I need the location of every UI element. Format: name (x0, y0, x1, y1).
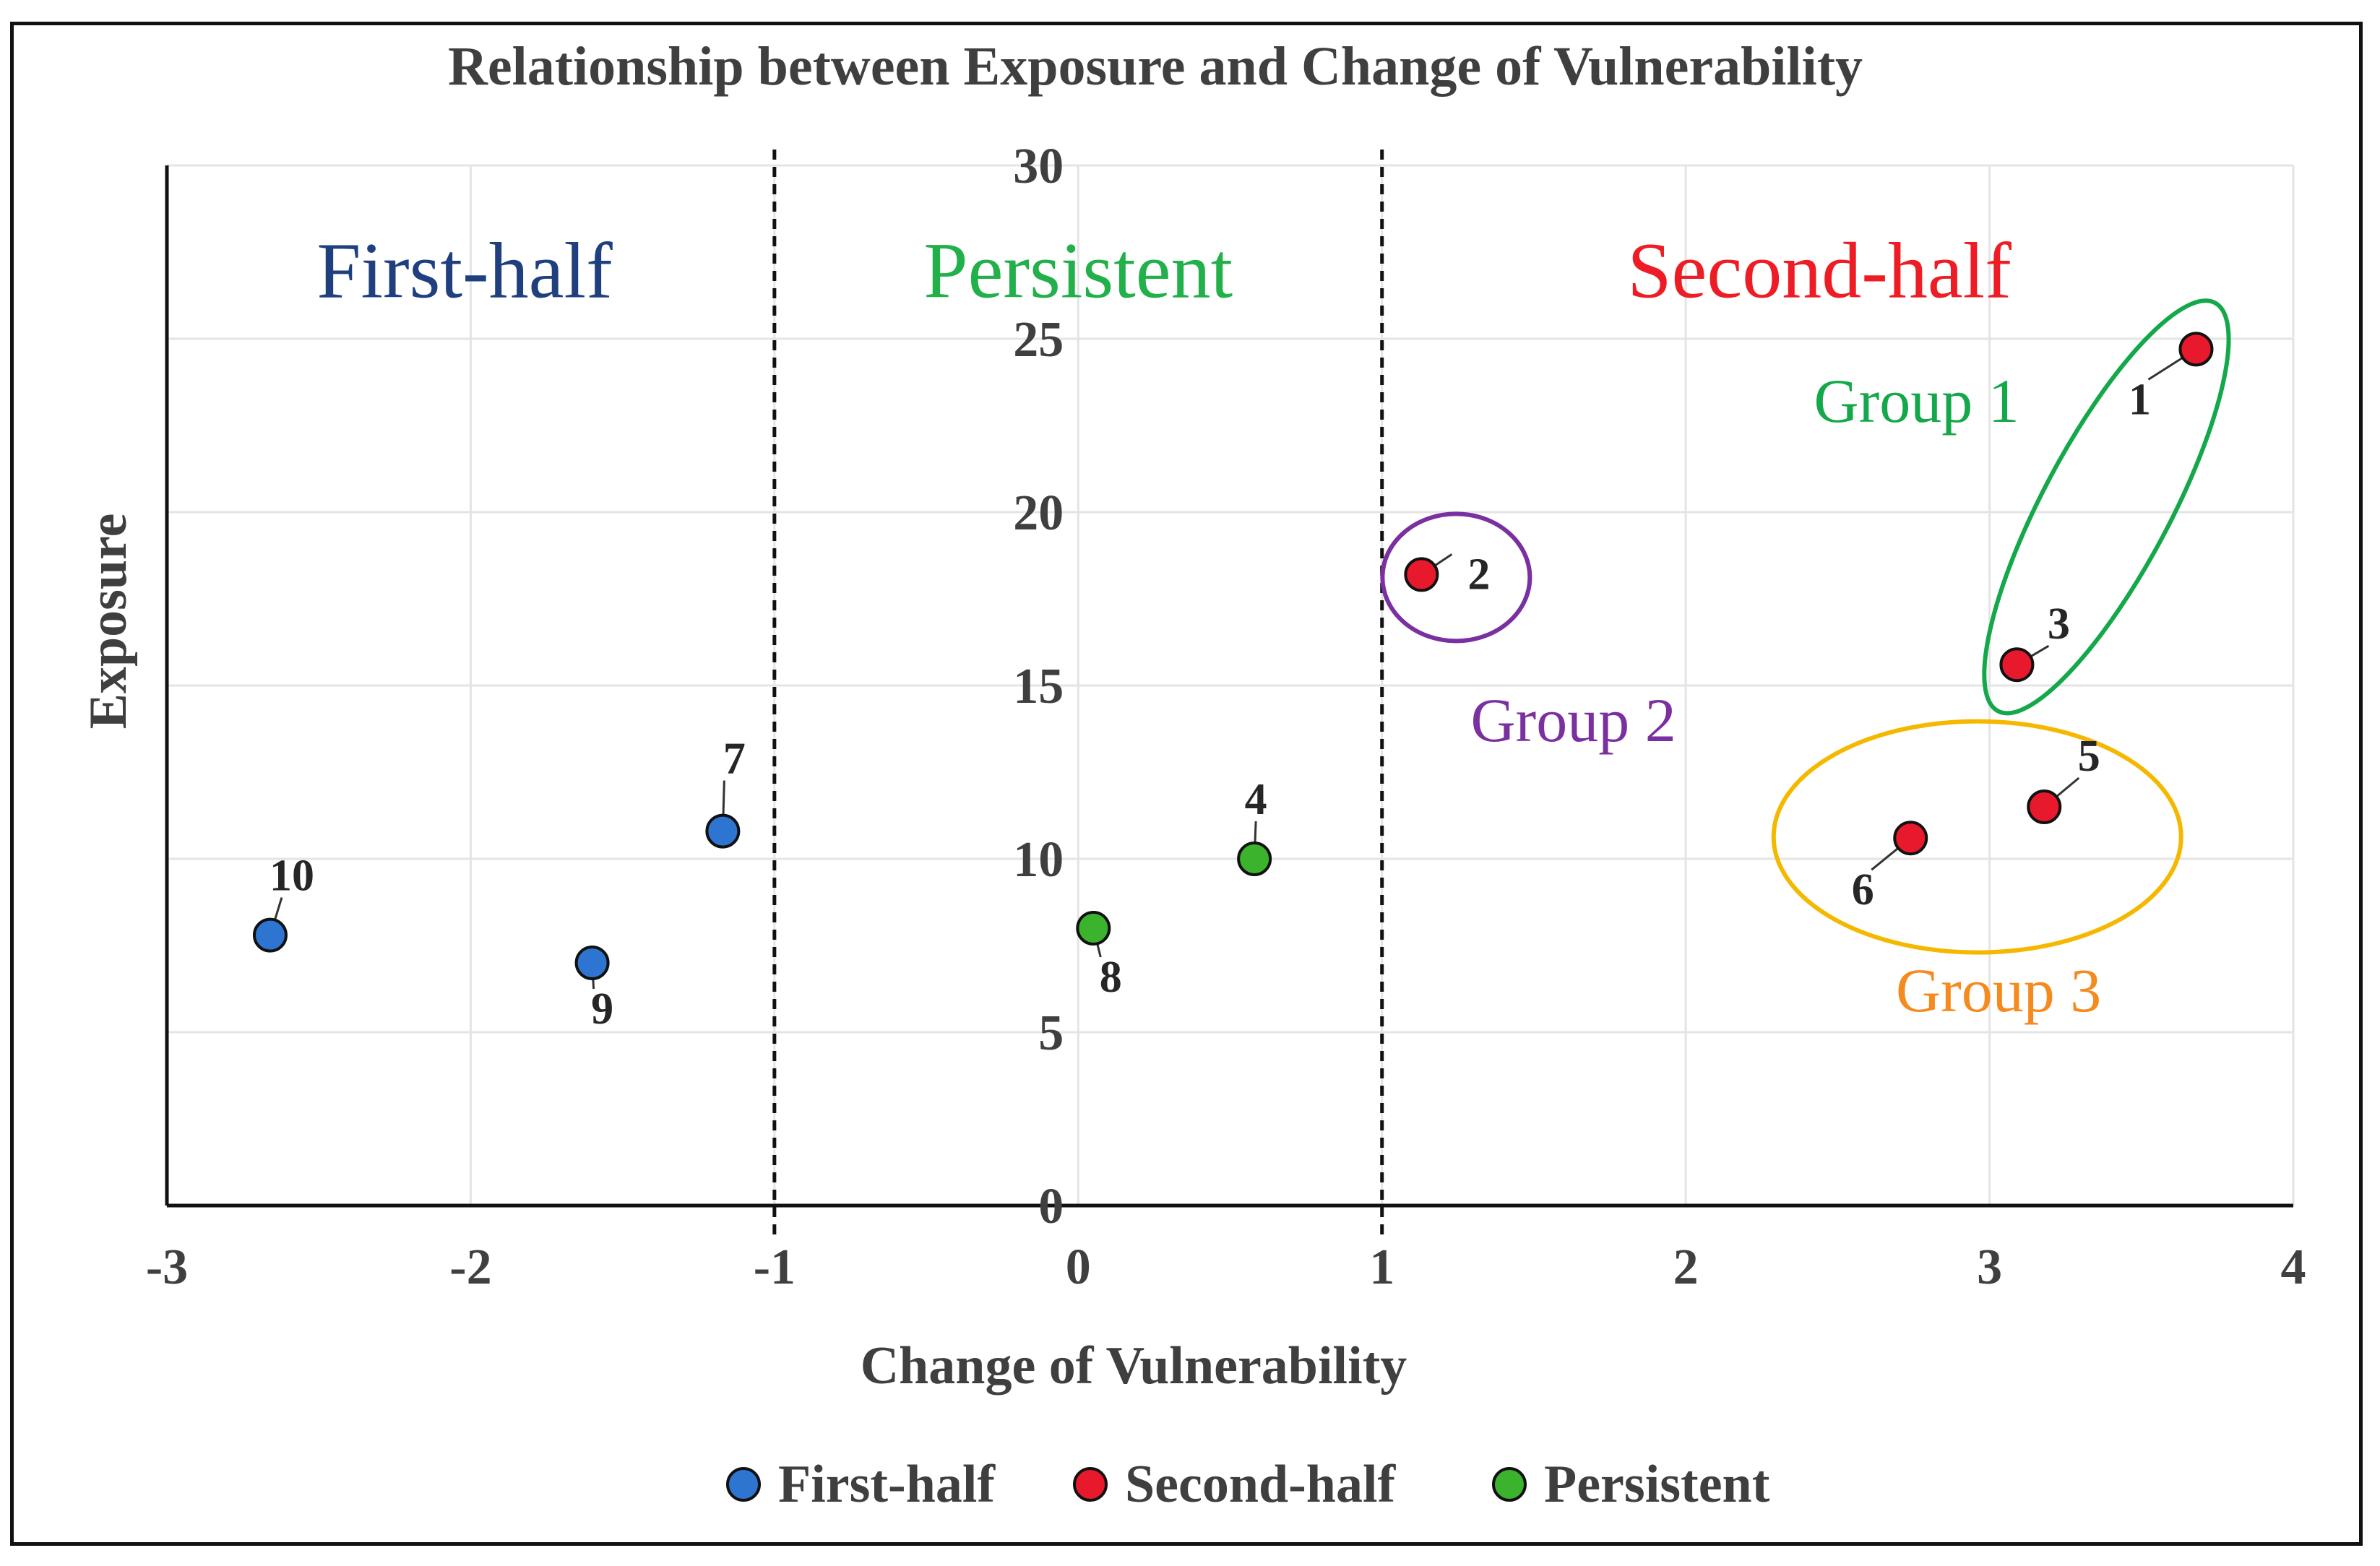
data-point-8 (1076, 911, 1111, 946)
legend-marker-second-half (1073, 1467, 1108, 1502)
y-tick-label: 20 (1013, 485, 1064, 541)
group-2-ellipse (1380, 511, 1532, 644)
region-label: First-half (316, 226, 613, 314)
data-point-1 (2178, 332, 2214, 367)
legend-marker-persistent (1492, 1467, 1527, 1502)
x-tick-label: 1 (1369, 1240, 1394, 1295)
group-1-ellipse (1982, 298, 2231, 716)
point-label-3: 3 (2048, 600, 2070, 649)
point-label-7: 7 (723, 735, 746, 784)
x-tick-label: 0 (1066, 1240, 1091, 1295)
x-axis-label: Change of Vulnerability (861, 1336, 1407, 1396)
data-point-9 (574, 946, 610, 980)
y-tick-label: 0 (1038, 1179, 1064, 1234)
x-tick-label: -1 (754, 1240, 796, 1295)
y-tick-label: 5 (1038, 1005, 1064, 1061)
x-tick-label: -2 (449, 1240, 491, 1295)
y-tick-label: 25 (1013, 312, 1064, 368)
point-label-10: 10 (270, 852, 314, 901)
y-axis-label: Exposure (79, 514, 138, 730)
region-labels: First-half Persistent Second-half (316, 226, 2012, 314)
y-tick-label: 10 (1013, 832, 1064, 888)
group-annotations: Group 1 Group 2 Group 3 (1380, 298, 2231, 1025)
point-label-1: 1 (2129, 375, 2151, 424)
group-2-label: Group 2 (1470, 685, 1676, 755)
data-point-4 (1237, 842, 1272, 876)
legend-label-persistent: Persistent (1544, 1455, 1770, 1514)
point-label-4: 4 (1245, 775, 1267, 824)
region-label: Second-half (1627, 226, 2012, 314)
data-point-3 (1999, 647, 2035, 683)
chart-title: Relationship between Exposure and Change… (448, 36, 1863, 97)
region-label: Persistent (923, 226, 1233, 314)
x-tick-label: 2 (1673, 1240, 1699, 1295)
data-point-5 (2027, 790, 2062, 824)
legend-label-first-half: First-half (778, 1455, 996, 1514)
x-tick-label: 4 (2281, 1240, 2306, 1295)
data-points: 1 2 3 4 5 6 7 8 9 10 (252, 332, 2214, 1034)
region-dividers (772, 150, 1384, 1240)
data-point-7 (705, 813, 741, 849)
y-tick-label: 30 (1013, 139, 1064, 194)
axes (165, 165, 2293, 1208)
point-label-2: 2 (1467, 550, 1490, 599)
x-tick-label: 3 (1977, 1240, 2002, 1295)
legend-label-second-half: Second-half (1125, 1455, 1397, 1514)
data-point-6 (1893, 821, 1928, 856)
group-3-label: Group 3 (1896, 956, 2101, 1025)
point-label-6: 6 (1852, 865, 1874, 914)
point-label-8: 8 (1100, 953, 1122, 1002)
y-tick-label: 15 (1013, 659, 1064, 714)
group-1-label: Group 1 (1814, 366, 2019, 436)
legend-marker-first-half (726, 1467, 761, 1502)
group-3-ellipse (1771, 719, 2183, 955)
data-point-10 (252, 917, 288, 953)
grid-lines (167, 164, 2295, 1206)
x-tick-label: -3 (146, 1240, 188, 1295)
legend: First-half Second-half Persistent (726, 1455, 1770, 1514)
point-label-5: 5 (2078, 732, 2100, 781)
data-point-2 (1404, 557, 1439, 592)
chart-frame: -3 -2 -1 0 1 2 3 4 0 5 10 15 20 25 30 First-half Persis… (10, 22, 2363, 1546)
point-label-9: 9 (591, 985, 613, 1034)
